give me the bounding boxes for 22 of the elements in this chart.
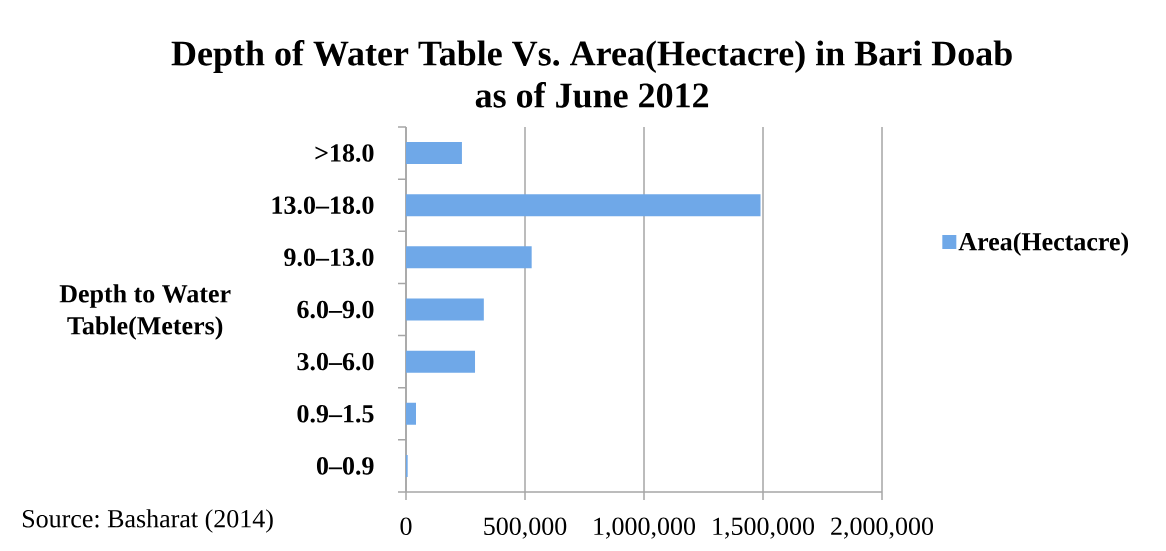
bar	[406, 402, 416, 425]
y-axis-title: Depth to Water Table(Meters)	[59, 284, 231, 340]
x-tick-label: 1,500,000	[713, 517, 815, 539]
x-tick-label: 2,000,000	[831, 517, 934, 539]
y-tick-label: >18.0	[315, 144, 374, 162]
bar	[406, 142, 462, 165]
y-tick-label: 6.0–9.0	[297, 300, 374, 319]
legend-label: Area(Hectacre)	[958, 232, 1129, 256]
y-tick-label: 3.0–6.0	[297, 352, 374, 371]
bar	[406, 350, 476, 373]
bar	[406, 194, 761, 217]
x-tick-label: 1,000,000	[594, 517, 696, 539]
bar	[406, 298, 484, 321]
y-tick-label: 0.9–1.5	[297, 404, 374, 423]
chart-title: Depth of Water Table Vs. Area(Hectacre) in Bari Doab as of June 2012	[171, 40, 1012, 108]
y-tick-label: 9.0–13.0	[284, 248, 374, 267]
y-tick-label: 0–0.9	[316, 457, 374, 475]
source-note: Source: Basharat (2014)	[22, 509, 273, 533]
y-tick-label: 13.0–18.0	[272, 196, 374, 215]
x-tick-label: 0	[400, 517, 412, 536]
x-tick-label: 500,000	[484, 517, 567, 539]
bar	[406, 246, 532, 269]
